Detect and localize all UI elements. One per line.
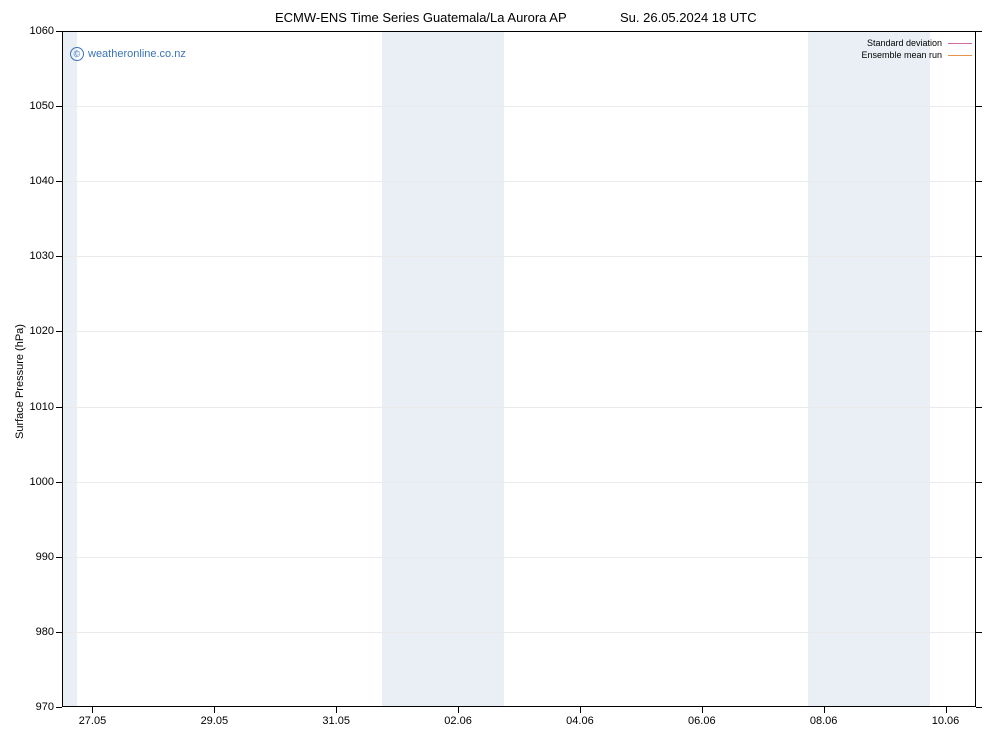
y-tick-label: 1050 (30, 100, 54, 112)
x-tick (214, 707, 215, 713)
y-tick-label: 970 (36, 701, 54, 713)
plot-area: 970980990100010101020103010401050106027.… (62, 31, 976, 707)
gridline (62, 256, 976, 257)
x-tick-label: 02.06 (444, 715, 472, 727)
x-tick-label: 04.06 (566, 715, 594, 727)
legend: Standard deviationEnsemble mean run (861, 38, 972, 61)
y-tick (56, 331, 62, 332)
y-tick (976, 106, 982, 107)
gridline (62, 181, 976, 182)
y-tick (56, 106, 62, 107)
x-tick (824, 707, 825, 713)
y-tick-label: 1000 (30, 476, 54, 488)
legend-item: Ensemble mean run (861, 50, 972, 62)
chart-title-datetime: Su. 26.05.2024 18 UTC (620, 10, 757, 25)
y-axis-label-text: Surface Pressure (hPa) (14, 324, 26, 439)
gridline (62, 482, 976, 483)
y-tick-label: 1030 (30, 250, 54, 262)
x-tick (458, 707, 459, 713)
y-tick-label: 990 (36, 551, 54, 563)
y-tick-label: 1040 (30, 175, 54, 187)
y-tick (976, 256, 982, 257)
x-tick (946, 707, 947, 713)
x-tick (336, 707, 337, 713)
gridline (62, 557, 976, 558)
gridline (62, 407, 976, 408)
y-axis-label: Surface Pressure (hPa) (14, 324, 26, 439)
y-tick (56, 256, 62, 257)
y-tick (976, 557, 982, 558)
y-tick (976, 181, 982, 182)
x-tick-label: 31.05 (322, 715, 350, 727)
watermark-text: weatheronline.co.nz (88, 48, 186, 60)
y-tick (56, 482, 62, 483)
x-tick (702, 707, 703, 713)
y-tick (56, 632, 62, 633)
gridline (62, 632, 976, 633)
x-tick (580, 707, 581, 713)
gridline (62, 106, 976, 107)
y-tick-label: 1060 (30, 25, 54, 37)
chart-root: ECMW-ENS Time Series Guatemala/La Aurora… (0, 0, 1000, 733)
copyright-icon: © (70, 47, 84, 61)
weekend-band (62, 31, 77, 707)
weekend-band (382, 31, 504, 707)
x-tick-label: 27.05 (79, 715, 107, 727)
legend-swatch (948, 55, 972, 56)
chart-title-source: ECMW-ENS Time Series Guatemala/La Aurora… (275, 10, 567, 25)
legend-label: Standard deviation (867, 38, 942, 50)
legend-item: Standard deviation (861, 38, 972, 50)
y-tick (976, 331, 982, 332)
y-tick (976, 407, 982, 408)
title-datetime-text: Su. 26.05.2024 18 UTC (620, 10, 757, 25)
y-tick-label: 1020 (30, 325, 54, 337)
legend-label: Ensemble mean run (861, 50, 942, 62)
x-tick-label: 06.06 (688, 715, 716, 727)
y-tick (56, 557, 62, 558)
y-tick (976, 31, 982, 32)
weekend-band (808, 31, 930, 707)
x-tick-label: 29.05 (201, 715, 229, 727)
x-tick (92, 707, 93, 713)
x-tick-label: 10.06 (932, 715, 960, 727)
y-tick (976, 482, 982, 483)
copyright-symbol: © (74, 49, 81, 59)
y-tick-label: 980 (36, 626, 54, 638)
y-tick (56, 707, 62, 708)
title-source-text: ECMW-ENS Time Series Guatemala/La Aurora… (275, 10, 567, 25)
y-tick (56, 181, 62, 182)
y-tick (976, 707, 982, 708)
watermark: © weatheronline.co.nz (70, 47, 186, 61)
y-tick-label: 1010 (30, 401, 54, 413)
x-tick-label: 08.06 (810, 715, 838, 727)
legend-swatch (948, 43, 972, 44)
y-tick (976, 632, 982, 633)
y-tick (56, 31, 62, 32)
y-tick (56, 407, 62, 408)
gridline (62, 331, 976, 332)
